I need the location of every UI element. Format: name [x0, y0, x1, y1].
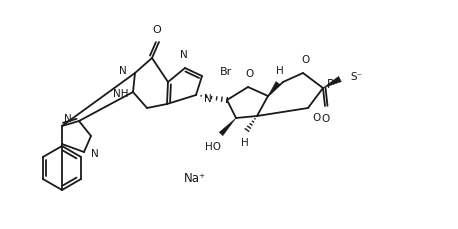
- Text: O: O: [246, 69, 254, 79]
- Text: N: N: [119, 66, 127, 76]
- Text: P: P: [327, 77, 334, 90]
- Text: S⁻: S⁻: [350, 72, 362, 82]
- Text: O: O: [312, 113, 320, 123]
- Text: N: N: [204, 94, 212, 104]
- Polygon shape: [219, 118, 236, 136]
- Text: NH: NH: [113, 89, 129, 99]
- Text: O: O: [301, 55, 309, 65]
- Polygon shape: [268, 82, 280, 96]
- Text: Br: Br: [220, 67, 232, 77]
- Text: H: H: [241, 138, 249, 148]
- Text: O: O: [321, 114, 329, 124]
- Text: HO: HO: [205, 142, 221, 152]
- Text: Na⁺: Na⁺: [184, 172, 206, 185]
- Polygon shape: [323, 76, 341, 88]
- Text: N: N: [64, 114, 72, 124]
- Text: H: H: [276, 66, 284, 76]
- Text: N: N: [91, 149, 99, 159]
- Text: N: N: [180, 50, 188, 60]
- Text: O: O: [153, 25, 161, 35]
